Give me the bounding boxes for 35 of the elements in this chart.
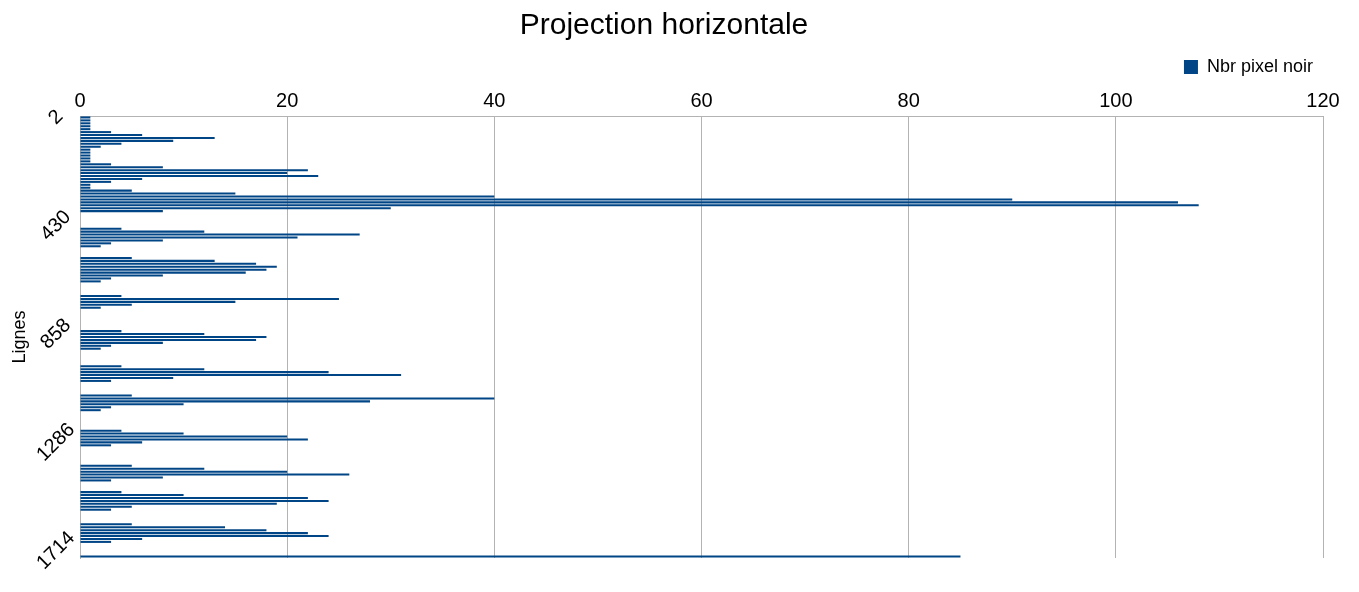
bar [80,499,329,502]
bar [80,169,308,172]
bar [80,157,91,160]
bar [80,233,360,236]
bar [80,555,961,558]
x-tick-label: 20 [276,88,299,111]
bar [80,204,1199,207]
bar [80,154,91,157]
bar [80,116,91,119]
bar [80,119,91,122]
x-tick-label: 60 [690,88,713,111]
bar [80,174,319,178]
bar [80,151,91,154]
y-tick-label: 858 [35,313,75,353]
x-tick-label: 40 [483,88,506,111]
bar [80,136,215,139]
x-tick-label: 100 [1099,88,1133,111]
bar [80,535,329,538]
bar [80,297,339,300]
bar [80,473,350,476]
x-tick-label: 80 [897,88,920,111]
bar [80,335,267,339]
bar [80,265,277,268]
bar [80,397,495,400]
y-tick-label: 430 [35,205,75,245]
legend-label: Nbr pixel noir [1206,55,1314,76]
bar [80,438,308,441]
x-tick-label: 0 [74,88,86,111]
y-tick-label: 2 [43,104,67,129]
chart-title: Projection horizontale [519,7,809,41]
bar [80,122,91,125]
y-axis-title: Lignes [8,310,29,364]
x-tick-label: 120 [1306,88,1340,111]
bar [80,125,91,128]
bar [80,374,402,377]
